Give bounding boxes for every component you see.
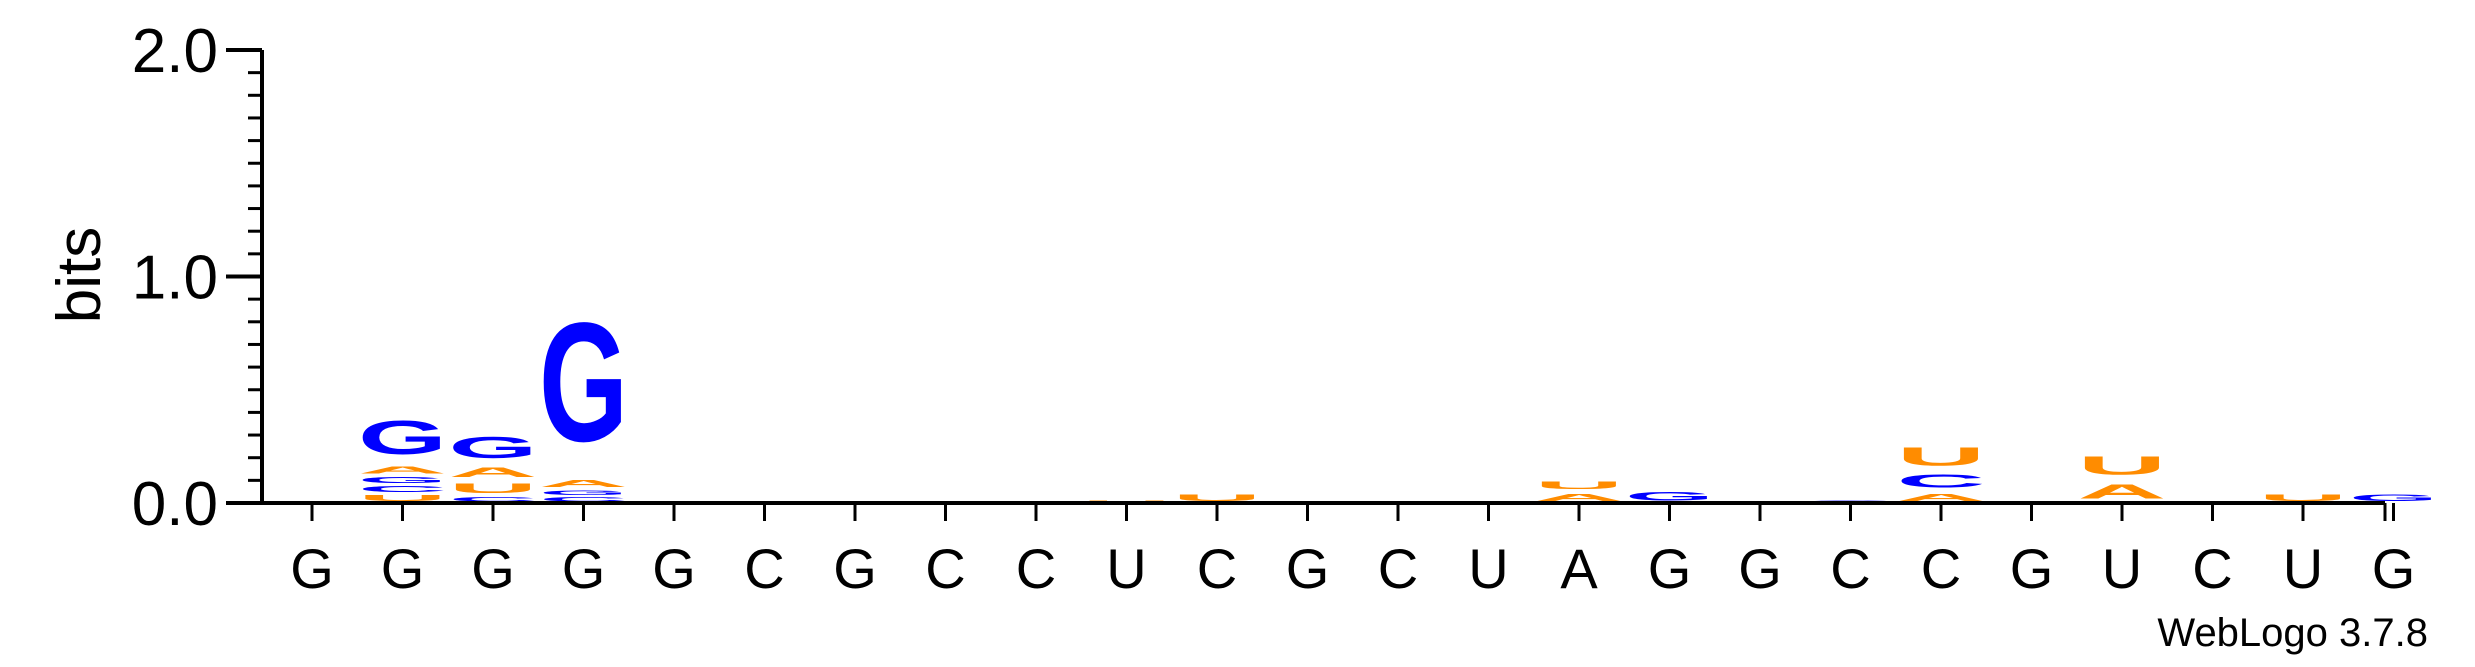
y-axis-label: bits [45,227,114,323]
logo-letter-G: G [358,410,447,465]
x-tick-label: C [1016,537,1056,600]
weblogo-credit: WebLogo 3.7.8 [2157,611,2428,655]
x-tick-label: C [925,537,965,600]
y-tick-label: 1.0 [132,244,218,313]
logo-letter-U: U [2078,451,2167,481]
logo-letter-G: G [539,287,628,477]
logo-letter-U: U [1897,442,1986,472]
logo-letter-A: A [358,464,447,475]
x-tick-label: G [2372,537,2416,600]
logo-glyphs: UCGAGCUAGCGAGGUUAUGGACUAUGUG [358,287,2438,503]
x-tick-label: U [2283,537,2323,600]
x-tick-label: G [833,537,877,600]
logo-letter-C: C [539,496,628,503]
x-tick-label: C [1378,537,1418,600]
logo-letter-G: G [2349,493,2438,503]
x-tick-label: G [2010,537,2054,600]
logo-letter-U: U [449,480,538,496]
y-tick-label: 2.0 [132,17,218,86]
logo-letter-G: G [449,430,538,464]
logo-letter-U: U [358,494,447,503]
x-tick-label: G [1648,537,1692,600]
x-tick-label: G [290,537,334,600]
logo-letter-C: C [1897,471,1986,491]
logo-letter-G: G [539,489,628,496]
logo-letter-U: U [1535,479,1624,491]
logo-letter-G: G [1625,489,1714,503]
x-tick-label: C [1830,537,1870,600]
x-tick-label: U [1468,537,1508,600]
logo-letter-A: A [2078,480,2167,503]
x-tick-label: C [2192,537,2232,600]
logo-letter-G: G [358,476,447,485]
x-tick-label: G [381,537,425,600]
logo-letter-A: A [449,464,538,480]
logo-letter-C: C [449,496,538,503]
x-tick-label: G [1738,537,1782,600]
x-tick-label: G [562,537,606,600]
y-tick-label: 0.0 [132,470,218,539]
logo-letter-A: A [539,478,628,489]
x-tick-label: G [1286,537,1330,600]
x-tick-label: C [1197,537,1237,600]
x-tick-label: C [1921,537,1961,600]
x-tick-label: A [1560,537,1598,600]
x-tick-label: C [744,537,784,600]
logo-letter-A: A [1897,492,1986,503]
logo-letter-U: U [1173,493,1262,503]
logo-letter-A: A [1535,492,1624,503]
x-tick-label: G [652,537,696,600]
x-tick-label: U [1106,537,1146,600]
x-tick-label: U [2102,537,2142,600]
logo-letter-C: C [358,485,447,494]
logo-axes: 0.01.02.0G G G G G C G C C U C G C U A G G C C G U C U G [132,17,2415,600]
x-tick-label: G [471,537,515,600]
logo-letter-U: U [2259,493,2348,503]
